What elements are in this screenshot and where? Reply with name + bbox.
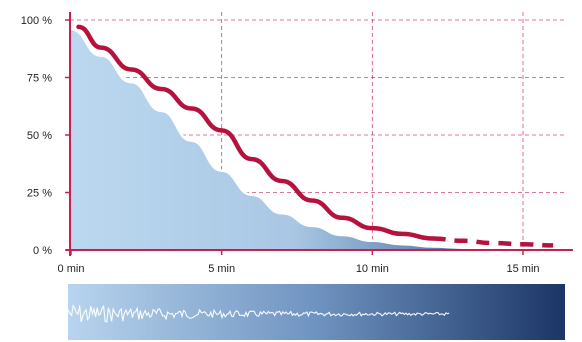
y-tick-label-75: 75 % (27, 73, 52, 85)
area-layer (70, 27, 569, 251)
y-tick-label-25: 25 % (27, 188, 52, 200)
waveform-strip (34, 284, 565, 340)
area-edge (70, 27, 569, 251)
y-tick-label-100: 100 % (21, 15, 52, 27)
waveform-signal (34, 295, 450, 329)
x-tick-label-5: 5 min (208, 263, 235, 275)
y-tick-label-0: 0 % (33, 245, 52, 257)
x-tick-label-15: 15 min (506, 263, 539, 275)
y-tick-label-50: 50 % (27, 130, 52, 142)
x-tick-label-10: 10 min (356, 263, 389, 275)
axes (65, 12, 573, 256)
line-layer (76, 24, 554, 248)
tick-labels: 0 % 25 % 50 % 75 % 100 % 0 min 5 min 10 min 15 m… (21, 15, 540, 275)
x-tick-label-0: 0 min (58, 263, 85, 275)
red-curve-solid (76, 24, 435, 241)
red-curve-dashed (432, 236, 554, 248)
area-fill (71, 29, 569, 251)
